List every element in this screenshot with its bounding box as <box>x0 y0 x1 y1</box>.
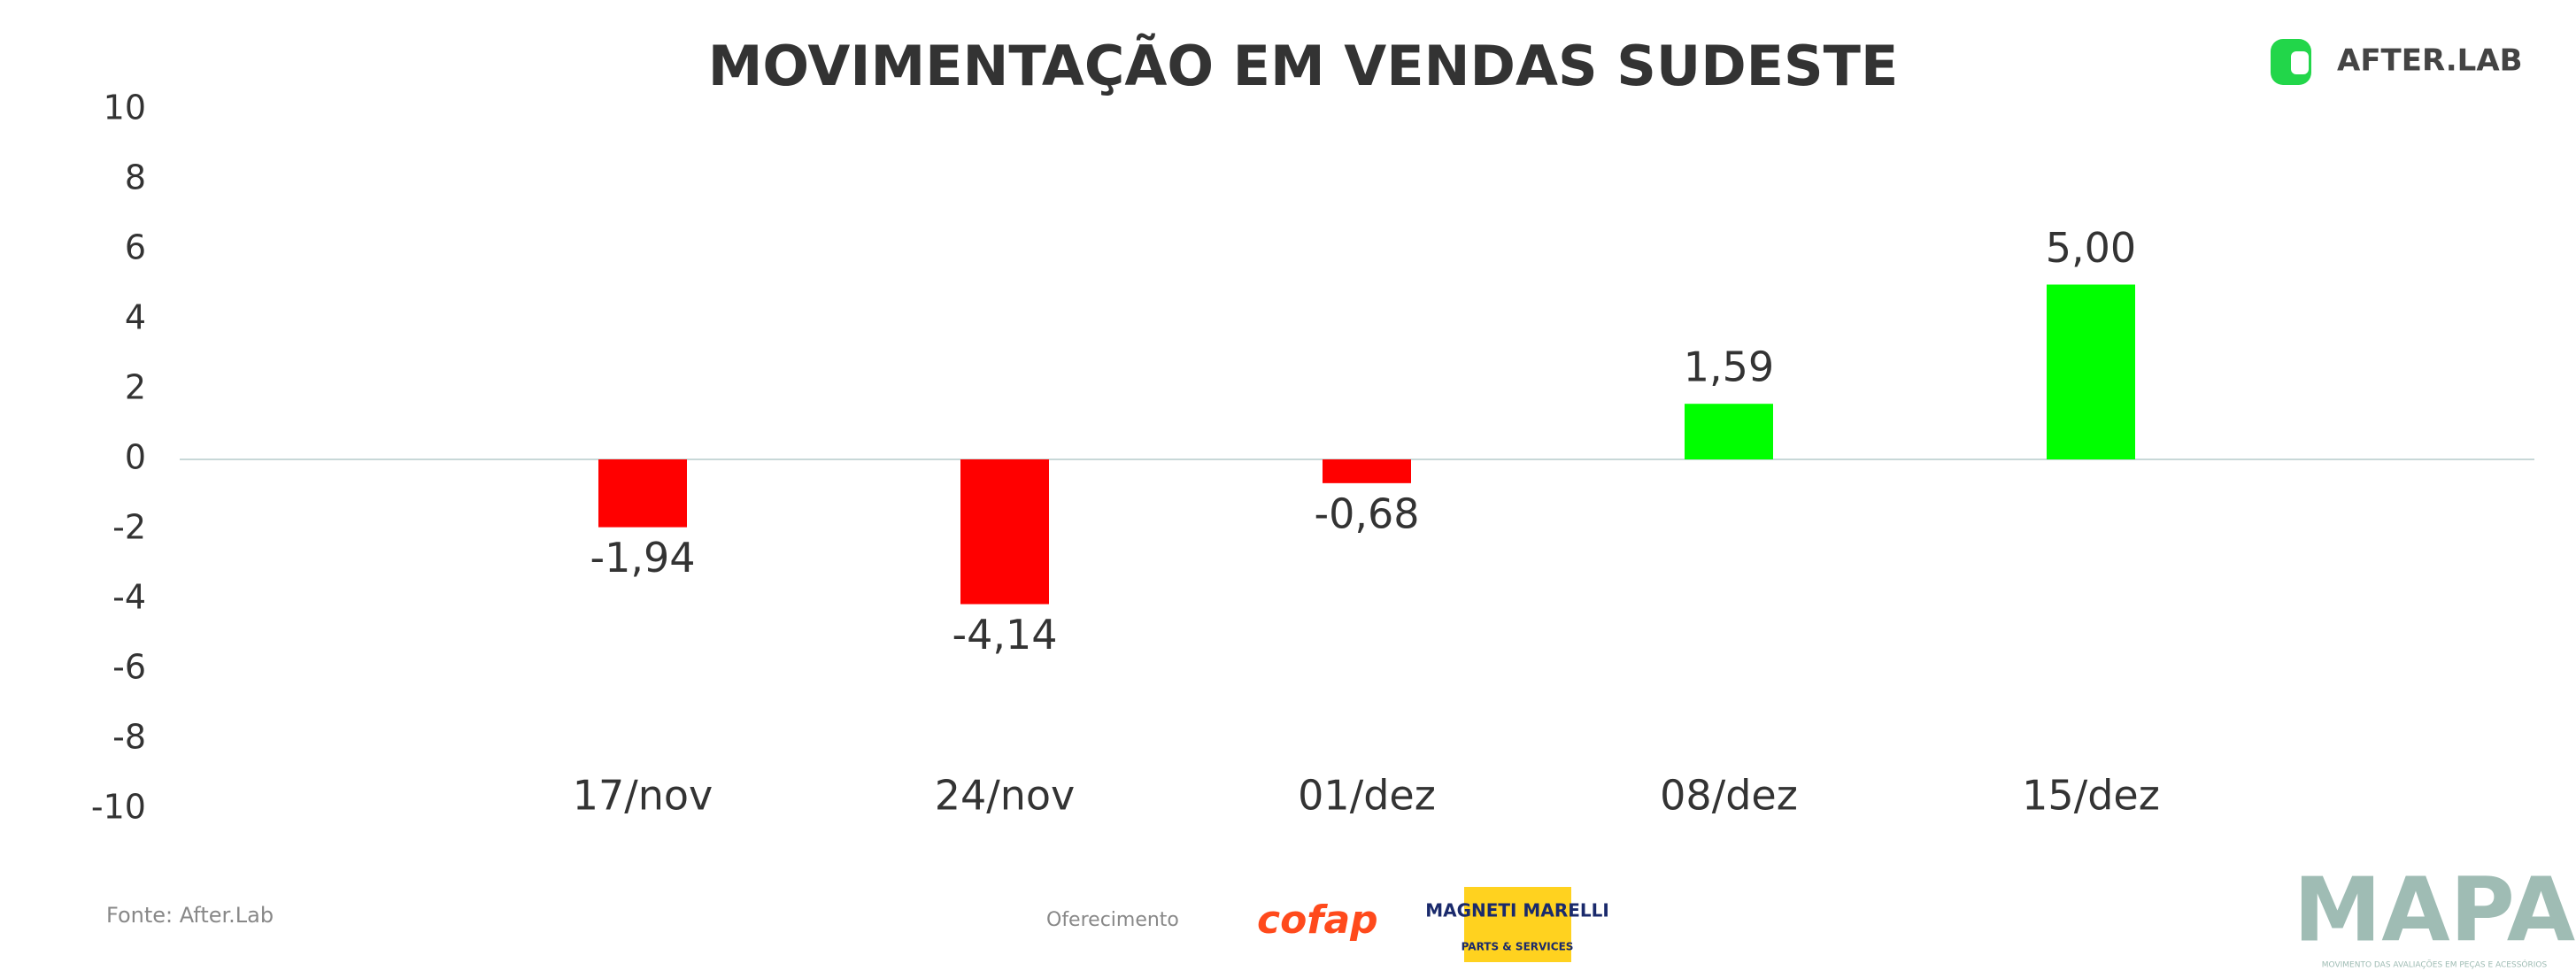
x-tick-label: 24/nov <box>935 772 1076 820</box>
x-tick-label: 15/dez <box>2022 772 2160 820</box>
value-label: -1,94 <box>590 534 695 582</box>
y-tick-label: -10 <box>91 788 146 827</box>
publisher: MAPA <box>2294 858 2575 961</box>
sponsor-label: Oferecimento <box>1046 909 1179 931</box>
sponsor-marelli-sub: PARTS & SERVICES <box>1462 941 1574 953</box>
sponsor-cofap: cofap <box>1257 898 1378 943</box>
bar <box>1685 404 1773 459</box>
x-tick-label: 01/dez <box>1298 772 1436 820</box>
y-tick-label: 6 <box>125 228 146 267</box>
y-tick-label: -2 <box>112 508 146 547</box>
x-tick-label: 08/dez <box>1660 772 1798 820</box>
brand-logo: AFTER.LAB <box>2271 39 2523 85</box>
sponsor-marelli: MAGNETI MARELLI <box>1425 900 1609 921</box>
chart-title: MOVIMENTAÇÃO EM VENDAS SUDESTE <box>708 34 1899 98</box>
brand-icon-cut <box>2291 51 2309 74</box>
y-tick-label: -8 <box>112 718 146 757</box>
value-label: 1,59 <box>1684 343 1774 391</box>
y-tick-label: -6 <box>112 648 146 687</box>
sponsor-box <box>1464 887 1571 962</box>
publisher-sub: MOVIMENTO DAS AVALIAÇÕES EM PEÇAS E ACES… <box>2322 959 2548 970</box>
value-label: -4,14 <box>952 611 1057 659</box>
value-label: -0,68 <box>1314 489 1419 537</box>
source: Fonte: After.Lab <box>106 903 274 928</box>
y-tick-label: 10 <box>104 89 146 127</box>
x-tick-label: 17/nov <box>573 772 713 820</box>
y-tick-label: 4 <box>125 298 146 337</box>
y-tick-label: 0 <box>125 438 146 477</box>
y-tick-label: 2 <box>125 368 146 407</box>
y-tick-label: -4 <box>112 578 146 617</box>
bar <box>2047 284 2135 459</box>
bar <box>1323 459 1411 483</box>
bar <box>598 459 687 528</box>
y-tick-label: 8 <box>125 158 146 197</box>
value-label: 5,00 <box>2046 224 2136 272</box>
brand-name: AFTER.LAB <box>2337 43 2523 79</box>
bar <box>960 459 1049 605</box>
